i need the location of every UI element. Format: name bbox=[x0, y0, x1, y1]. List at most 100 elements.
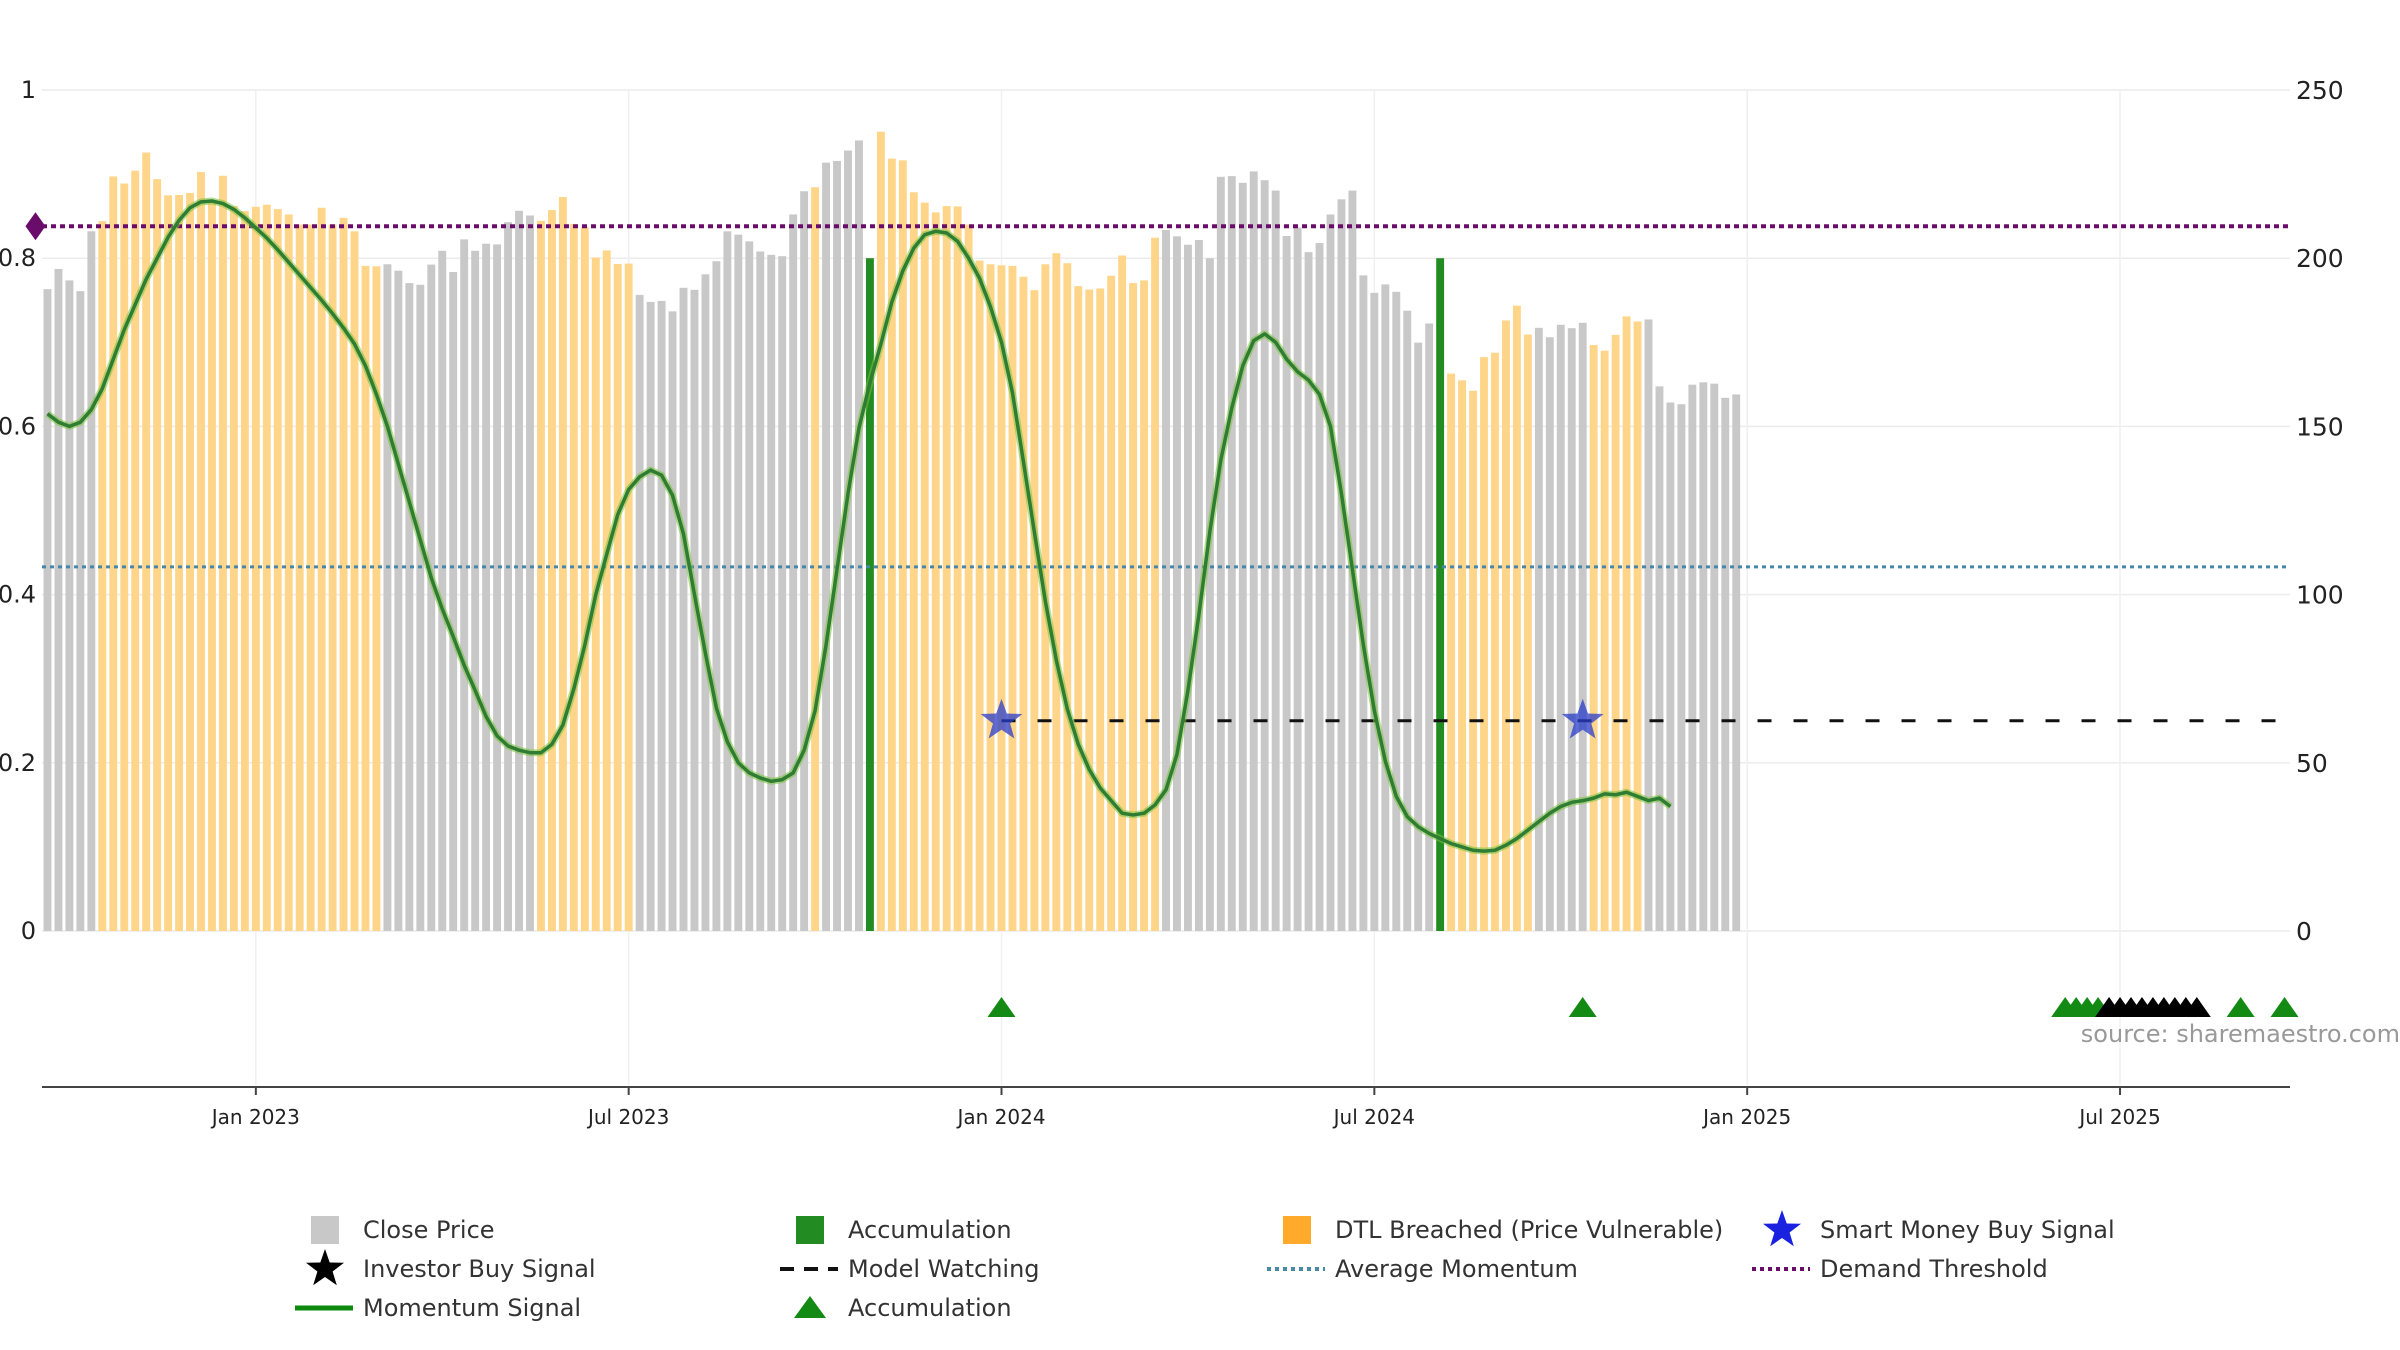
close-bar-120 bbox=[1359, 275, 1368, 931]
dtl-bar-77 bbox=[887, 158, 896, 931]
dtl-bar-92 bbox=[1052, 253, 1061, 932]
close-bar-124 bbox=[1403, 310, 1412, 931]
dtl-bar-99 bbox=[1129, 283, 1138, 931]
dtl-bar-90 bbox=[1030, 290, 1039, 932]
close-bar-39 bbox=[471, 250, 480, 931]
dtl-bar-53 bbox=[624, 263, 633, 931]
legend-label-smart_money: Smart Money Buy Signal bbox=[1820, 1216, 2115, 1244]
close-bar-103 bbox=[1173, 236, 1181, 932]
close-bar-74 bbox=[855, 140, 863, 931]
legend-item-model-5: Model Watching bbox=[780, 1255, 1040, 1283]
legend-item-investor-4: Investor Buy Signal bbox=[306, 1249, 596, 1286]
close-bar-34 bbox=[416, 284, 425, 931]
close-bar-40 bbox=[482, 243, 491, 931]
close-bar-112 bbox=[1271, 190, 1280, 931]
dtl-bar-130 bbox=[1469, 390, 1477, 932]
close-bar-57 bbox=[668, 311, 677, 931]
close-bar-109 bbox=[1238, 182, 1247, 931]
investor-marker-8 bbox=[2182, 997, 2211, 1017]
dtl-bar-46 bbox=[547, 210, 556, 932]
close-bar-153 bbox=[1721, 397, 1730, 931]
dtl-bar-143 bbox=[1611, 334, 1620, 932]
dtl-bar-132 bbox=[1491, 352, 1499, 931]
close-bar-107 bbox=[1216, 176, 1225, 931]
right-tick-label-5: 250 bbox=[2296, 76, 2344, 105]
legend-symbol-close bbox=[311, 1216, 339, 1244]
dtl-bar-98 bbox=[1118, 255, 1127, 932]
close-bar-126 bbox=[1425, 323, 1434, 931]
close-bar-150 bbox=[1688, 384, 1697, 931]
close-bar-71 bbox=[822, 162, 831, 931]
left-tick-label-1: 0.2 bbox=[0, 749, 36, 777]
accumulation-marker-1 bbox=[1568, 997, 1597, 1017]
x-tick-label-3: Jul 2024 bbox=[1332, 1105, 1415, 1129]
close-bar-60 bbox=[701, 274, 710, 932]
dtl-bar-26 bbox=[328, 224, 337, 931]
dtl-bar-25 bbox=[317, 207, 326, 932]
legend-item-smart_money-3: Smart Money Buy Signal bbox=[1763, 1210, 2115, 1247]
close-bar-44 bbox=[526, 215, 534, 932]
close-bar-32 bbox=[394, 270, 403, 931]
dtl-bar-27 bbox=[339, 217, 348, 931]
close-bar-58 bbox=[679, 287, 688, 931]
close-bar-115 bbox=[1304, 252, 1313, 932]
close-bar-64 bbox=[745, 241, 754, 931]
legend: Close Price Accumulation DTL Breached (Pri… bbox=[295, 1210, 2115, 1322]
close-bar-43 bbox=[515, 210, 523, 932]
legend-label-dtl: DTL Breached (Price Vulnerable) bbox=[1335, 1216, 1723, 1244]
close-bar-61 bbox=[712, 261, 721, 931]
x-tick-label-4: Jan 2025 bbox=[1701, 1105, 1791, 1129]
close-bar-38 bbox=[460, 239, 469, 932]
close-bar-125 bbox=[1414, 342, 1423, 931]
dtl-bar-5 bbox=[98, 221, 107, 932]
close-bar-106 bbox=[1205, 258, 1214, 931]
dtl-bar-52 bbox=[613, 263, 622, 931]
dtl-bar-48 bbox=[569, 223, 578, 931]
dtl-bar-134 bbox=[1512, 305, 1521, 931]
dtl-bar-79 bbox=[909, 192, 918, 931]
dtl-bar-145 bbox=[1633, 321, 1642, 931]
dtl-bar-9 bbox=[142, 152, 151, 931]
dtl-bar-100 bbox=[1140, 280, 1149, 931]
left-tick-label-3: 0.6 bbox=[0, 412, 36, 440]
dtl-bar-142 bbox=[1600, 350, 1609, 932]
dtl-bar-141 bbox=[1589, 344, 1598, 931]
close-bar-54 bbox=[635, 294, 644, 931]
close-bar-63 bbox=[734, 234, 743, 932]
close-bar-123 bbox=[1392, 291, 1401, 932]
close-bar-102 bbox=[1162, 229, 1170, 932]
close-bar-73 bbox=[844, 150, 852, 931]
dtl-bar-30 bbox=[372, 266, 381, 932]
price-bars bbox=[43, 131, 1741, 932]
dtl-bar-22 bbox=[284, 214, 293, 931]
close-bar-136 bbox=[1534, 327, 1543, 931]
dtl-bar-88 bbox=[1008, 265, 1017, 931]
accumulation-bar-127 bbox=[1436, 258, 1445, 931]
close-bar-68 bbox=[789, 214, 798, 931]
close-bar-149 bbox=[1677, 404, 1686, 931]
dtl-bar-144 bbox=[1622, 316, 1631, 931]
close-bar-65 bbox=[756, 251, 765, 932]
close-bar-1 bbox=[54, 268, 63, 931]
legend-item-demand-7: Demand Threshold bbox=[1752, 1255, 2048, 1283]
dtl-bar-84 bbox=[964, 224, 973, 931]
legend-item-acc_marker-9: Accumulation bbox=[794, 1294, 1012, 1322]
dtl-bar-51 bbox=[602, 250, 611, 932]
dtl-bar-11 bbox=[164, 195, 173, 931]
dtl-bar-128 bbox=[1447, 373, 1456, 931]
close-bar-66 bbox=[767, 254, 776, 931]
x-tick-label-2: Jan 2024 bbox=[955, 1105, 1045, 1129]
dtl-bar-94 bbox=[1074, 286, 1083, 931]
accumulation-marker-6 bbox=[2226, 997, 2255, 1017]
dtl-bar-6 bbox=[109, 176, 118, 931]
close-bar-0 bbox=[43, 289, 52, 931]
dtl-bar-129 bbox=[1458, 380, 1467, 931]
dtl-bar-28 bbox=[350, 231, 359, 932]
smart-money-star-0 bbox=[980, 698, 1023, 739]
dtl-bar-70 bbox=[811, 187, 820, 931]
dtl-bar-96 bbox=[1096, 288, 1105, 931]
dtl-bar-133 bbox=[1501, 320, 1510, 932]
legend-label-avg_momentum: Average Momentum bbox=[1335, 1255, 1578, 1283]
left-tick-label-2: 0.4 bbox=[0, 581, 36, 609]
right-tick-label-4: 200 bbox=[2296, 244, 2344, 273]
